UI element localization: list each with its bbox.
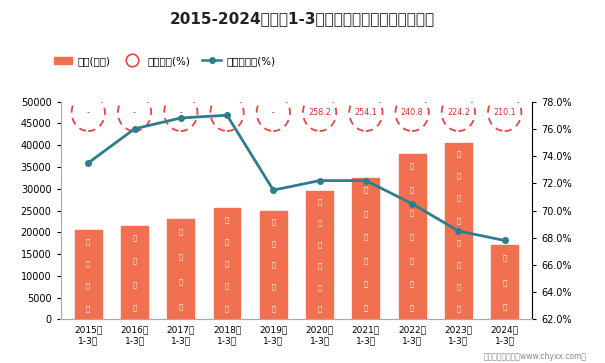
Bar xyxy=(214,208,240,319)
Text: 债: 债 xyxy=(410,257,414,264)
Bar xyxy=(260,211,287,319)
Text: 债: 债 xyxy=(364,257,368,264)
Text: 债: 债 xyxy=(271,262,275,268)
Legend: 负债(亿元), 产权比率(%), 资产负债率(%): 负债(亿元), 产权比率(%), 资产负债率(%) xyxy=(54,56,275,66)
Bar xyxy=(75,230,102,319)
Text: 债: 债 xyxy=(318,241,322,248)
Text: 债: 债 xyxy=(410,210,414,216)
Text: 债: 债 xyxy=(410,304,414,311)
Text: 债: 债 xyxy=(410,233,414,240)
Text: -: - xyxy=(272,108,275,117)
Bar xyxy=(168,219,194,319)
Text: 254.1: 254.1 xyxy=(355,108,378,117)
Text: 债: 债 xyxy=(364,304,368,311)
Text: 债: 债 xyxy=(364,281,368,287)
Text: 债: 债 xyxy=(271,240,275,246)
Text: 债: 债 xyxy=(178,228,183,235)
Text: 240.8: 240.8 xyxy=(401,108,424,117)
Text: 债: 债 xyxy=(364,210,368,217)
Text: -: - xyxy=(226,108,229,117)
Text: 债: 债 xyxy=(318,198,322,205)
Text: 债: 债 xyxy=(271,284,275,290)
Text: 债: 债 xyxy=(456,261,460,268)
Bar xyxy=(491,245,518,319)
Text: 债: 债 xyxy=(503,304,507,310)
Text: 债: 债 xyxy=(225,283,229,289)
Text: 债: 债 xyxy=(318,284,322,291)
Text: 债: 债 xyxy=(410,281,414,287)
Text: 债: 债 xyxy=(132,258,137,264)
Text: -: - xyxy=(133,108,136,117)
Text: 债: 债 xyxy=(503,279,507,286)
Bar xyxy=(445,143,472,319)
Text: 债: 债 xyxy=(318,262,322,269)
Bar xyxy=(353,178,379,319)
Text: 258.2: 258.2 xyxy=(308,108,331,117)
Text: -: - xyxy=(179,108,182,117)
Text: 224.2: 224.2 xyxy=(447,108,470,117)
Text: 债: 债 xyxy=(132,305,137,311)
Text: 债: 债 xyxy=(86,283,90,289)
Text: 债: 债 xyxy=(132,281,137,287)
Bar xyxy=(121,226,148,319)
Text: 制图：智研咨询（www.chyxx.com）: 制图：智研咨询（www.chyxx.com） xyxy=(484,352,587,361)
Text: 债: 债 xyxy=(364,186,368,193)
Text: 债: 债 xyxy=(225,261,229,267)
Bar xyxy=(306,191,333,319)
Text: 债: 债 xyxy=(456,173,460,179)
Text: 债: 债 xyxy=(225,216,229,223)
Text: 债: 债 xyxy=(225,305,229,312)
Text: 债: 债 xyxy=(318,220,322,227)
Text: 债: 债 xyxy=(86,260,90,267)
Text: 债: 债 xyxy=(86,305,90,311)
Text: 债: 债 xyxy=(456,283,460,290)
Text: 债: 债 xyxy=(410,186,414,193)
Text: 债: 债 xyxy=(456,151,460,157)
Text: 债: 债 xyxy=(225,238,229,245)
Text: 债: 债 xyxy=(271,218,275,225)
Text: -: - xyxy=(87,108,90,117)
Bar xyxy=(399,154,425,319)
Text: 债: 债 xyxy=(456,305,460,312)
Text: 债: 债 xyxy=(318,305,322,312)
Text: 债: 债 xyxy=(456,217,460,224)
Text: 2015-2024年各年1-3月山西省工业企业负债统计图: 2015-2024年各年1-3月山西省工业企业负债统计图 xyxy=(170,11,435,26)
Text: 债: 债 xyxy=(178,278,183,285)
Text: 210.1: 210.1 xyxy=(493,108,516,117)
Text: 债: 债 xyxy=(178,303,183,310)
Text: 债: 债 xyxy=(178,253,183,260)
Text: 债: 债 xyxy=(410,162,414,169)
Text: 债: 债 xyxy=(364,233,368,240)
Text: 债: 债 xyxy=(456,195,460,201)
Text: 债: 债 xyxy=(456,239,460,245)
Text: 债: 债 xyxy=(271,305,275,312)
Text: 债: 债 xyxy=(132,234,137,241)
Text: 债: 债 xyxy=(503,254,507,261)
Text: 债: 债 xyxy=(86,238,90,245)
